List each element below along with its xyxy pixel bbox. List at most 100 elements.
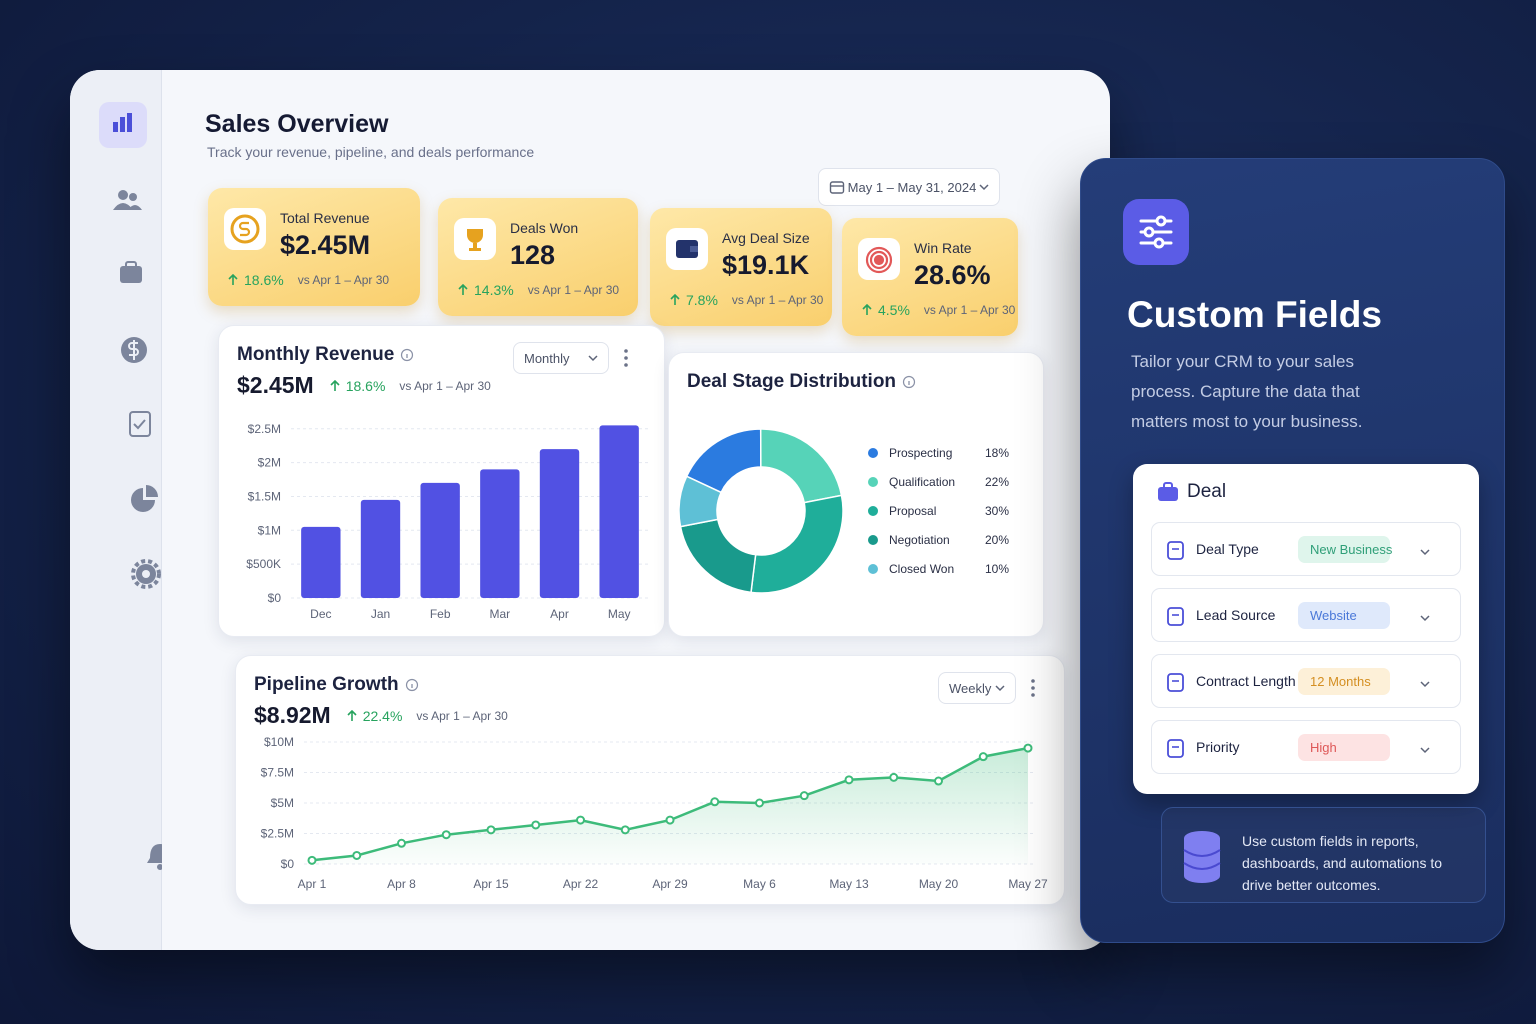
field-value: High [1298, 734, 1390, 761]
chart-title: Deal Stage Distribution [687, 371, 897, 392]
kpi-card: Deals Won 128 14.3% vs Apr 1 – Apr 30 [438, 198, 638, 316]
headline-change: 18.6% [345, 377, 386, 394]
field-chevron [1420, 742, 1430, 760]
headline-row: $2.45M 18.6% vs Apr 1 – Apr 30 [237, 372, 491, 399]
legend-value: 30% [985, 504, 1009, 518]
x-tick-label: May [608, 607, 631, 621]
page-subtitle: Track your revenue, pipeline, and deals … [207, 144, 535, 160]
point [576, 815, 585, 825]
period-dropdown[interactable]: Monthly [513, 342, 609, 374]
point [1023, 743, 1033, 753]
ring [873, 254, 885, 266]
field-row[interactable]: Contract Length 12 Months [1151, 654, 1461, 708]
period-dropdown[interactable]: Weekly [938, 672, 1016, 704]
y-tick-label: $0 [281, 857, 295, 871]
bar-chart: $0 $500K $1M $1.5M $2M $2.5M Dec Jan Feb Mar Apr Ma… [246, 422, 649, 621]
dot [624, 363, 628, 367]
y-tick-label: $500K [246, 557, 281, 571]
glyph [1167, 607, 1184, 626]
y-tick-label: $5M [271, 796, 294, 810]
field-chevron [1420, 676, 1430, 694]
pipeline-card: Pipeline Growth $8.92M 22.4% vs Apr 1 – Apr… [235, 655, 1065, 905]
more-button[interactable] [623, 348, 629, 373]
nav-revenue[interactable] [121, 337, 147, 363]
kpi-change: 14.3% [474, 282, 514, 298]
nav-tasks[interactable] [129, 411, 151, 437]
up-arrow [330, 379, 340, 391]
chevron [1420, 615, 1430, 622]
nav-dashboard[interactable] [113, 113, 132, 132]
field-icon [1166, 539, 1186, 566]
kpi-glyph [467, 229, 483, 251]
deal-icon [1158, 482, 1178, 501]
point [486, 825, 496, 835]
donut-segment [759, 428, 843, 504]
kpi-label: Win Rate [914, 240, 972, 256]
deal-card: Deal Deal Type New Business Lead Source Web… [1133, 464, 1479, 794]
period: Monthly [524, 350, 570, 366]
legend-value: 20% [985, 533, 1009, 547]
kpi-glyph [230, 214, 260, 244]
ring [865, 246, 893, 274]
field-label: Deal Type [1196, 541, 1259, 557]
x-tick-label: Jan [371, 607, 390, 621]
chart-title: Pipeline Growth [254, 674, 399, 695]
field-glyph [1167, 673, 1184, 692]
bar [599, 425, 639, 598]
arrow [228, 274, 238, 285]
x-tick-label: Apr 22 [563, 877, 599, 891]
kpi-label: Deals Won [510, 220, 579, 236]
info-icon [405, 678, 418, 692]
more-button[interactable] [1030, 678, 1036, 703]
x-tick-label: Apr [550, 607, 569, 621]
dashboard-window: Sales Overview Track your revenue, pipel… [70, 70, 1110, 950]
chev [995, 685, 1005, 692]
up-arrow [458, 284, 468, 295]
chevron [995, 685, 1005, 692]
x-tick-label: Dec [310, 607, 331, 621]
info-text: Use custom fields in reports, dashboards… [1242, 833, 1443, 893]
field-label: Lead Source [1196, 607, 1276, 623]
kpi-change-row: 14.3% vs Apr 1 – Apr 30 [458, 282, 619, 298]
up-arrow [862, 304, 872, 315]
bar [539, 449, 580, 598]
field-value: 12 Months [1298, 668, 1390, 695]
date-range: May 1 – May 31, 2024 [847, 179, 977, 195]
nav-settings[interactable] [131, 559, 161, 589]
y-tick-label: $0 [268, 591, 282, 605]
field-row[interactable]: Priority High [1151, 720, 1461, 774]
page-title: Sales Overview [205, 110, 389, 138]
date-range-picker[interactable]: May 1 – May 31, 2024 [818, 168, 1000, 206]
trophy [467, 229, 483, 251]
donut-segment [679, 518, 757, 594]
kpi-change-row: 18.6% vs Apr 1 – Apr 30 [228, 272, 389, 288]
point [441, 830, 451, 840]
field-row[interactable]: Lead Source Website [1151, 588, 1461, 642]
chart-title-row: Deal Stage Distribution [687, 371, 916, 393]
sidebar-icons [99, 102, 173, 870]
monthly-revenue-card: Monthly Revenue $2.45M 18.6% vs Apr 1 – Apr… [218, 325, 665, 637]
nav-deals[interactable] [120, 261, 142, 283]
x-tick-label: May 13 [829, 877, 869, 891]
chart-title: Monthly Revenue [237, 344, 395, 365]
ring [869, 250, 889, 270]
field-chevron [1420, 610, 1430, 628]
arrow [347, 709, 357, 721]
field-row[interactable]: Deal Type New Business [1151, 522, 1461, 576]
nav-reports[interactable] [131, 485, 158, 512]
y-tick-label: $1M [258, 523, 281, 537]
nav-contacts[interactable] [113, 190, 142, 210]
legend-dot [868, 535, 878, 545]
ring [401, 348, 414, 362]
nav-notifications[interactable] [147, 844, 173, 870]
legend-dot [868, 506, 878, 516]
ring [902, 375, 916, 389]
chev [1420, 615, 1430, 622]
kpi-glyph [676, 240, 698, 258]
kpi-comparison: vs Apr 1 – Apr 30 [297, 273, 390, 287]
y-tick-label: $10M [264, 735, 294, 749]
arrow [330, 379, 340, 391]
kpi-card: Total Revenue $2.45M 18.6% vs Apr 1 – Apr 3… [208, 188, 420, 306]
x-tick-label: May 6 [743, 877, 776, 891]
kpi-icon [224, 208, 266, 250]
